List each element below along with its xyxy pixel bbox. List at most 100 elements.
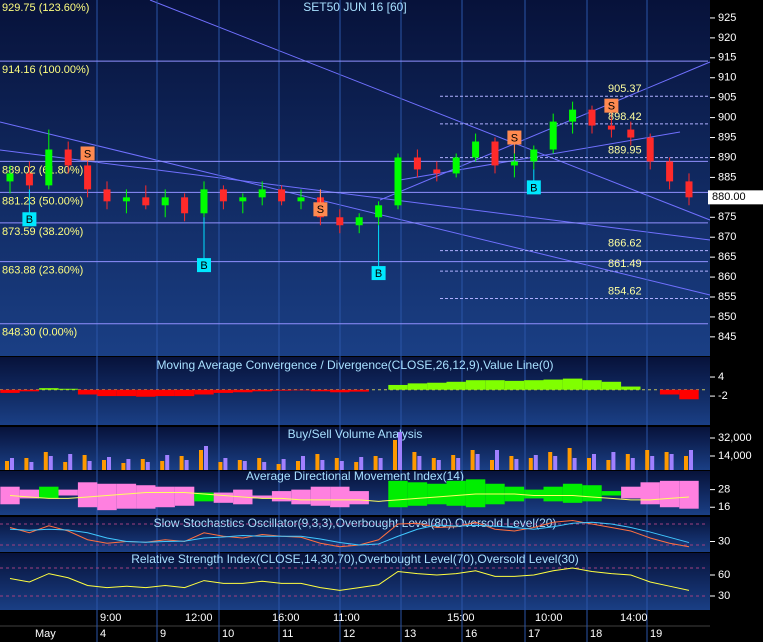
volume-bar bbox=[451, 455, 456, 470]
candle-body bbox=[355, 217, 363, 226]
x-date-label: 13 bbox=[404, 628, 416, 640]
candle-body bbox=[161, 197, 169, 206]
signal-marker bbox=[507, 130, 522, 145]
di-spread bbox=[194, 492, 214, 502]
di-spread bbox=[97, 483, 117, 511]
panel-title: Average Directional Movement Index(14) bbox=[246, 469, 464, 483]
di-spread bbox=[174, 486, 195, 506]
x-date-label: 19 bbox=[650, 628, 662, 640]
di-spread bbox=[562, 483, 583, 503]
y-tick-label: 30 bbox=[718, 535, 730, 547]
volume-bar bbox=[553, 456, 558, 470]
y-tick-label: 900 bbox=[718, 112, 736, 124]
x-date-label: 10 bbox=[222, 628, 234, 640]
trend-line bbox=[0, 121, 711, 296]
macd-bar bbox=[58, 388, 78, 390]
macd-bar bbox=[485, 380, 505, 390]
volume-bar bbox=[684, 456, 688, 470]
macd-bar bbox=[291, 389, 311, 391]
signal-marker bbox=[604, 98, 619, 113]
candle-body bbox=[219, 189, 227, 202]
macd-bar bbox=[621, 386, 641, 390]
y-tick-label: 855 bbox=[718, 291, 736, 303]
trend-lines bbox=[0, 0, 711, 296]
candle-body bbox=[200, 189, 208, 214]
macd-bar bbox=[582, 380, 602, 390]
signal-marker bbox=[313, 202, 328, 217]
candle-body bbox=[491, 141, 499, 166]
volume-bar bbox=[528, 458, 533, 470]
candle-body bbox=[239, 197, 247, 202]
price-level-label: 889.95 bbox=[608, 145, 642, 157]
y-tick-label: 875 bbox=[718, 211, 736, 223]
signal-label: S bbox=[317, 204, 324, 216]
trend-line bbox=[0, 149, 711, 241]
macd-bar bbox=[0, 389, 20, 393]
macd-bar bbox=[19, 389, 40, 392]
macd-bar bbox=[446, 381, 466, 390]
volume-bar bbox=[664, 452, 669, 470]
volume-bar bbox=[199, 450, 203, 470]
volume-bar bbox=[417, 456, 422, 470]
candle-body bbox=[510, 161, 518, 166]
di-spread bbox=[213, 492, 234, 503]
y-tick-label: 14,000 bbox=[718, 450, 752, 462]
x-time-label: 9:00 bbox=[100, 612, 121, 624]
di-spread bbox=[136, 485, 156, 509]
y-tick-label: 885 bbox=[718, 171, 736, 183]
di-spread bbox=[407, 482, 428, 506]
price-panel bbox=[0, 0, 710, 356]
volume-bar bbox=[140, 459, 145, 470]
volume-bar bbox=[43, 452, 48, 470]
volume-bar bbox=[645, 450, 650, 470]
volume-bar bbox=[495, 450, 499, 470]
di-spread bbox=[601, 491, 622, 496]
volume-bar bbox=[237, 460, 242, 470]
candle-body bbox=[84, 165, 92, 190]
candle-body bbox=[258, 189, 266, 198]
volume-bar bbox=[378, 458, 383, 470]
volume-bar bbox=[470, 450, 475, 470]
volume-bar bbox=[257, 458, 262, 470]
di-spread bbox=[271, 491, 292, 502]
last-price-label: 880.00 bbox=[712, 191, 746, 203]
macd-bar bbox=[562, 378, 583, 390]
volume-bar bbox=[223, 458, 228, 470]
stoch-d-line bbox=[9, 521, 690, 546]
candle-body bbox=[666, 161, 674, 182]
volume-bar bbox=[533, 455, 538, 470]
volume-bar bbox=[398, 432, 402, 470]
volume-bar bbox=[5, 461, 9, 470]
volume-bar bbox=[48, 456, 53, 470]
x-date-label: May bbox=[35, 628, 56, 640]
x-time-label: 12:00 bbox=[185, 612, 213, 624]
y-tick-label: 910 bbox=[718, 72, 736, 84]
volume-bar bbox=[107, 457, 111, 470]
candle-body bbox=[685, 181, 693, 198]
di-spread bbox=[39, 486, 59, 499]
macd-bar bbox=[524, 380, 544, 390]
x-date-label: 16 bbox=[465, 628, 477, 640]
di-spread bbox=[582, 485, 602, 502]
candle-body bbox=[394, 157, 402, 206]
volume-bar bbox=[490, 460, 494, 470]
di-spread bbox=[524, 489, 544, 499]
signal-marker bbox=[197, 258, 211, 273]
volume-bar bbox=[339, 461, 344, 470]
rsi-line bbox=[9, 567, 690, 591]
candle-body bbox=[64, 149, 72, 166]
macd-bar bbox=[271, 389, 292, 391]
y-tick-label: 915 bbox=[718, 52, 736, 64]
fib-label: 889.02 (61.80%) bbox=[2, 164, 83, 176]
y-tick-label: 890 bbox=[718, 151, 736, 163]
volume-bar bbox=[625, 454, 630, 470]
volume-bar bbox=[650, 456, 655, 470]
volume-bar bbox=[393, 440, 397, 470]
x-date-label: 12 bbox=[343, 628, 355, 640]
volume-bar bbox=[572, 458, 577, 470]
macd-bar bbox=[233, 389, 253, 393]
volume-bar bbox=[121, 463, 126, 470]
fib-label: 848.30 (0.00%) bbox=[2, 327, 77, 339]
candle-body bbox=[122, 197, 130, 202]
fib-label: 873.59 (38.20%) bbox=[2, 226, 83, 238]
